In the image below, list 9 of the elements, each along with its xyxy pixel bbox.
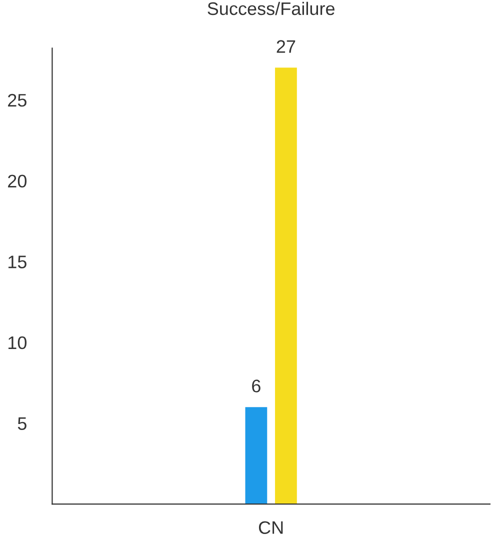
- x-tick-label: CN: [258, 521, 283, 534]
- y-tick-label: 20: [8, 174, 27, 188]
- y-tick-label: 5: [18, 417, 26, 430]
- y-tick-label: 25: [8, 94, 26, 107]
- data-label: 6: [252, 380, 260, 392]
- chart-title: Success/Failure: [208, 2, 334, 16]
- y-tick-label: 15: [8, 256, 26, 268]
- y-tick-label: 10: [8, 336, 27, 350]
- data-label: 27: [276, 40, 296, 53]
